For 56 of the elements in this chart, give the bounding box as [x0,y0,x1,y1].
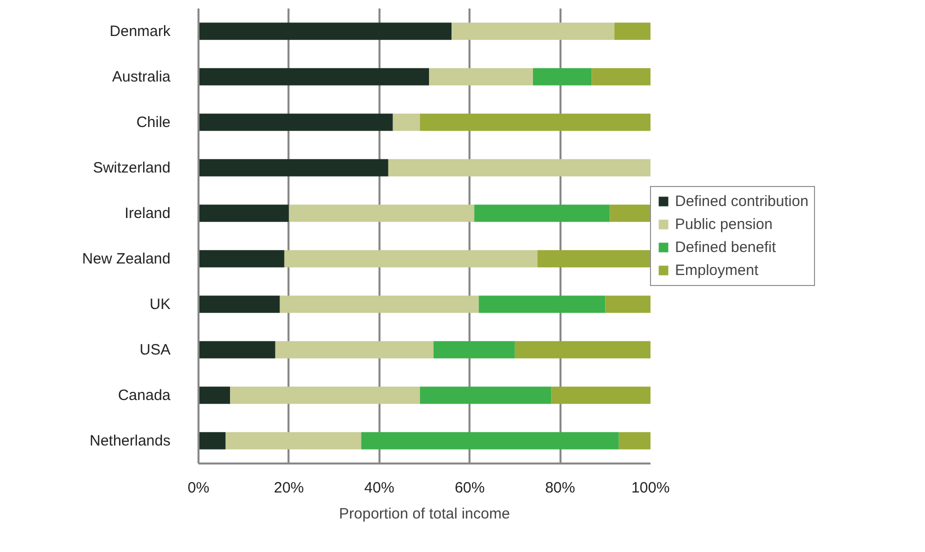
bar [226,432,362,450]
bar [434,341,515,358]
bar [514,341,650,358]
x-tick-label: 80% [545,480,576,496]
bar [610,204,650,222]
bar [198,114,393,131]
y-tick-label: Canada [118,386,172,404]
legend-label: Defined contribution [675,192,808,210]
bar [538,250,650,268]
y-tick-label: UK [150,296,171,313]
y-tick-label: USA [140,341,170,358]
bar [230,386,420,404]
bar [392,114,420,131]
bar [614,22,650,40]
y-tick-label: Netherlands [90,432,171,450]
bar [198,296,280,313]
bar [605,296,650,313]
x-tick-label: 0% [188,480,210,496]
legend-label: Employment [675,262,758,278]
bar [551,386,650,404]
bar [198,159,388,176]
bar [198,68,430,86]
y-tick-label: Australia [112,68,172,86]
bar [288,204,474,222]
legend-label: Public pension [675,216,773,232]
bar [198,386,230,404]
bar [198,432,226,450]
bar [275,341,434,358]
bar [452,22,614,40]
x-tick-label: 60% [454,480,485,496]
bar [361,432,619,450]
bar [280,296,479,313]
bar [198,250,284,268]
bar [198,22,452,40]
bar [532,68,592,86]
bar [198,341,276,358]
bar [420,386,552,404]
bar [388,159,650,176]
legend-label: Defined benefit [675,238,776,256]
y-tick-label: Switzerland [92,159,171,176]
x-axis-title: Proportion of total income [339,506,510,522]
bar [284,250,538,268]
bar [478,296,606,313]
bar [592,68,650,86]
y-tick-label: Denmark [110,22,171,40]
bar [474,204,610,222]
x-tick-label: 100% [631,480,670,496]
x-tick-label: 20% [274,480,304,496]
bar [420,114,650,131]
bar [429,68,533,86]
y-tick-label: New Zealand [82,250,171,268]
bar [198,204,289,222]
y-tick-label: Ireland [124,204,171,222]
y-tick-label: Chile [136,114,171,131]
x-tick-label: 40% [364,480,394,496]
bar [618,432,650,450]
